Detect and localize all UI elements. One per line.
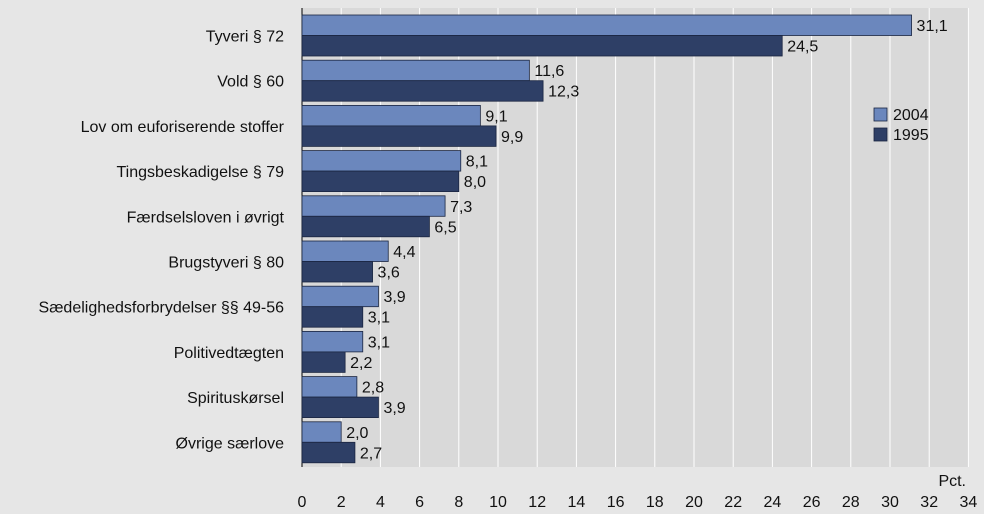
value-labels: 31,1 24,5 11,6 12,3 9,1 9,9 8,1 8,0 7,3 6,5 4,4 3,6… bbox=[346, 18, 948, 462]
bar-1995 bbox=[301, 261, 373, 283]
x-tick-label: 30 bbox=[881, 494, 899, 511]
x-tick-label: 28 bbox=[842, 494, 860, 511]
bar-1995 bbox=[301, 351, 346, 373]
value-label: 12,3 bbox=[548, 84, 579, 101]
x-tick-label: 18 bbox=[646, 494, 664, 511]
x-tick-label: 34 bbox=[960, 494, 978, 511]
value-label: 11,6 bbox=[534, 63, 564, 80]
bar-1995 bbox=[301, 80, 544, 102]
x-tick-label: 20 bbox=[685, 494, 703, 511]
bar-2004 bbox=[301, 285, 379, 308]
x-unit-label: Pct. bbox=[938, 473, 966, 490]
category-labels: Tyveri § 72 Vold § 60 Lov om euforiserende… bbox=[39, 29, 285, 453]
category-label: Tingsbeskadigelse § 79 bbox=[116, 164, 284, 181]
bar-1995 bbox=[301, 441, 356, 464]
bar-1995 bbox=[301, 215, 430, 238]
legend-label: 1995 bbox=[893, 127, 929, 144]
bar-1995 bbox=[301, 125, 497, 147]
x-tick-label: 4 bbox=[376, 494, 385, 511]
category-label: Sædelighedsforbrydelser §§ 49-56 bbox=[39, 300, 285, 317]
category-label: Politivedtægten bbox=[174, 345, 284, 362]
x-tick-label: 0 bbox=[298, 494, 307, 511]
category-label: Brugstyveri § 80 bbox=[168, 255, 284, 272]
value-label: 9,9 bbox=[501, 129, 523, 146]
bar-2004 bbox=[301, 240, 389, 262]
bar-1995 bbox=[301, 35, 783, 57]
x-tick-label: 14 bbox=[568, 494, 586, 511]
value-label: 4,4 bbox=[393, 244, 415, 261]
x-tick-label: 22 bbox=[724, 494, 742, 511]
legend-swatch bbox=[873, 107, 888, 122]
legend-swatch bbox=[873, 127, 888, 142]
x-tick-label: 16 bbox=[607, 494, 625, 511]
bar-2004 bbox=[301, 195, 446, 217]
bar-2004 bbox=[301, 14, 912, 36]
value-label: 9,1 bbox=[485, 108, 507, 125]
bar-1995 bbox=[301, 170, 460, 193]
legend-label: 2004 bbox=[893, 107, 929, 124]
x-tick-label: 10 bbox=[489, 494, 507, 511]
value-label: 7,3 bbox=[450, 199, 472, 216]
value-label: 2,7 bbox=[360, 445, 382, 462]
bar-2004 bbox=[301, 105, 481, 127]
value-label: 3,9 bbox=[383, 289, 405, 306]
value-label: 2,2 bbox=[350, 355, 372, 372]
x-tick-label: 32 bbox=[920, 494, 938, 511]
x-tick-label: 2 bbox=[337, 494, 346, 511]
value-label: 2,8 bbox=[362, 380, 384, 397]
value-label: 6,5 bbox=[434, 219, 456, 236]
x-tick-label: 12 bbox=[528, 494, 546, 511]
bar-2004 bbox=[301, 330, 364, 353]
value-label: 24,5 bbox=[787, 39, 818, 56]
value-label: 8,1 bbox=[466, 154, 488, 171]
category-label: Spirituskørsel bbox=[187, 390, 284, 407]
category-label: Færdselsloven i øvrigt bbox=[127, 209, 285, 226]
bar-1995 bbox=[301, 396, 379, 419]
legend: 2004 1995 bbox=[873, 107, 929, 144]
x-tick-label: 26 bbox=[803, 494, 821, 511]
x-tick-label: 24 bbox=[764, 494, 782, 511]
value-label: 3,1 bbox=[368, 310, 390, 327]
bar-2004 bbox=[301, 421, 342, 443]
x-tick-label: 8 bbox=[454, 494, 463, 511]
category-label: Øvrige særlove bbox=[176, 435, 285, 452]
bars bbox=[301, 14, 912, 464]
value-label: 8,0 bbox=[464, 174, 486, 191]
category-label: Vold § 60 bbox=[217, 74, 284, 91]
bar-2004 bbox=[301, 376, 358, 398]
category-label: Lov om euforiserende stoffer bbox=[81, 119, 285, 136]
value-label: 3,9 bbox=[383, 400, 405, 417]
bar-1995 bbox=[301, 306, 364, 328]
value-label: 3,1 bbox=[368, 334, 390, 351]
x-tick-labels: 0 2 4 6 8 10 12 14 16 18 20 22 24 26 28 30 32 34 bbox=[298, 494, 978, 511]
value-label: 2,0 bbox=[346, 425, 368, 442]
bar-2004 bbox=[301, 59, 530, 82]
x-tick-label: 6 bbox=[415, 494, 424, 511]
category-label: Tyveri § 72 bbox=[206, 29, 284, 46]
value-label: 31,1 bbox=[917, 18, 948, 35]
bar-2004 bbox=[301, 150, 462, 172]
value-label: 3,6 bbox=[378, 265, 400, 282]
